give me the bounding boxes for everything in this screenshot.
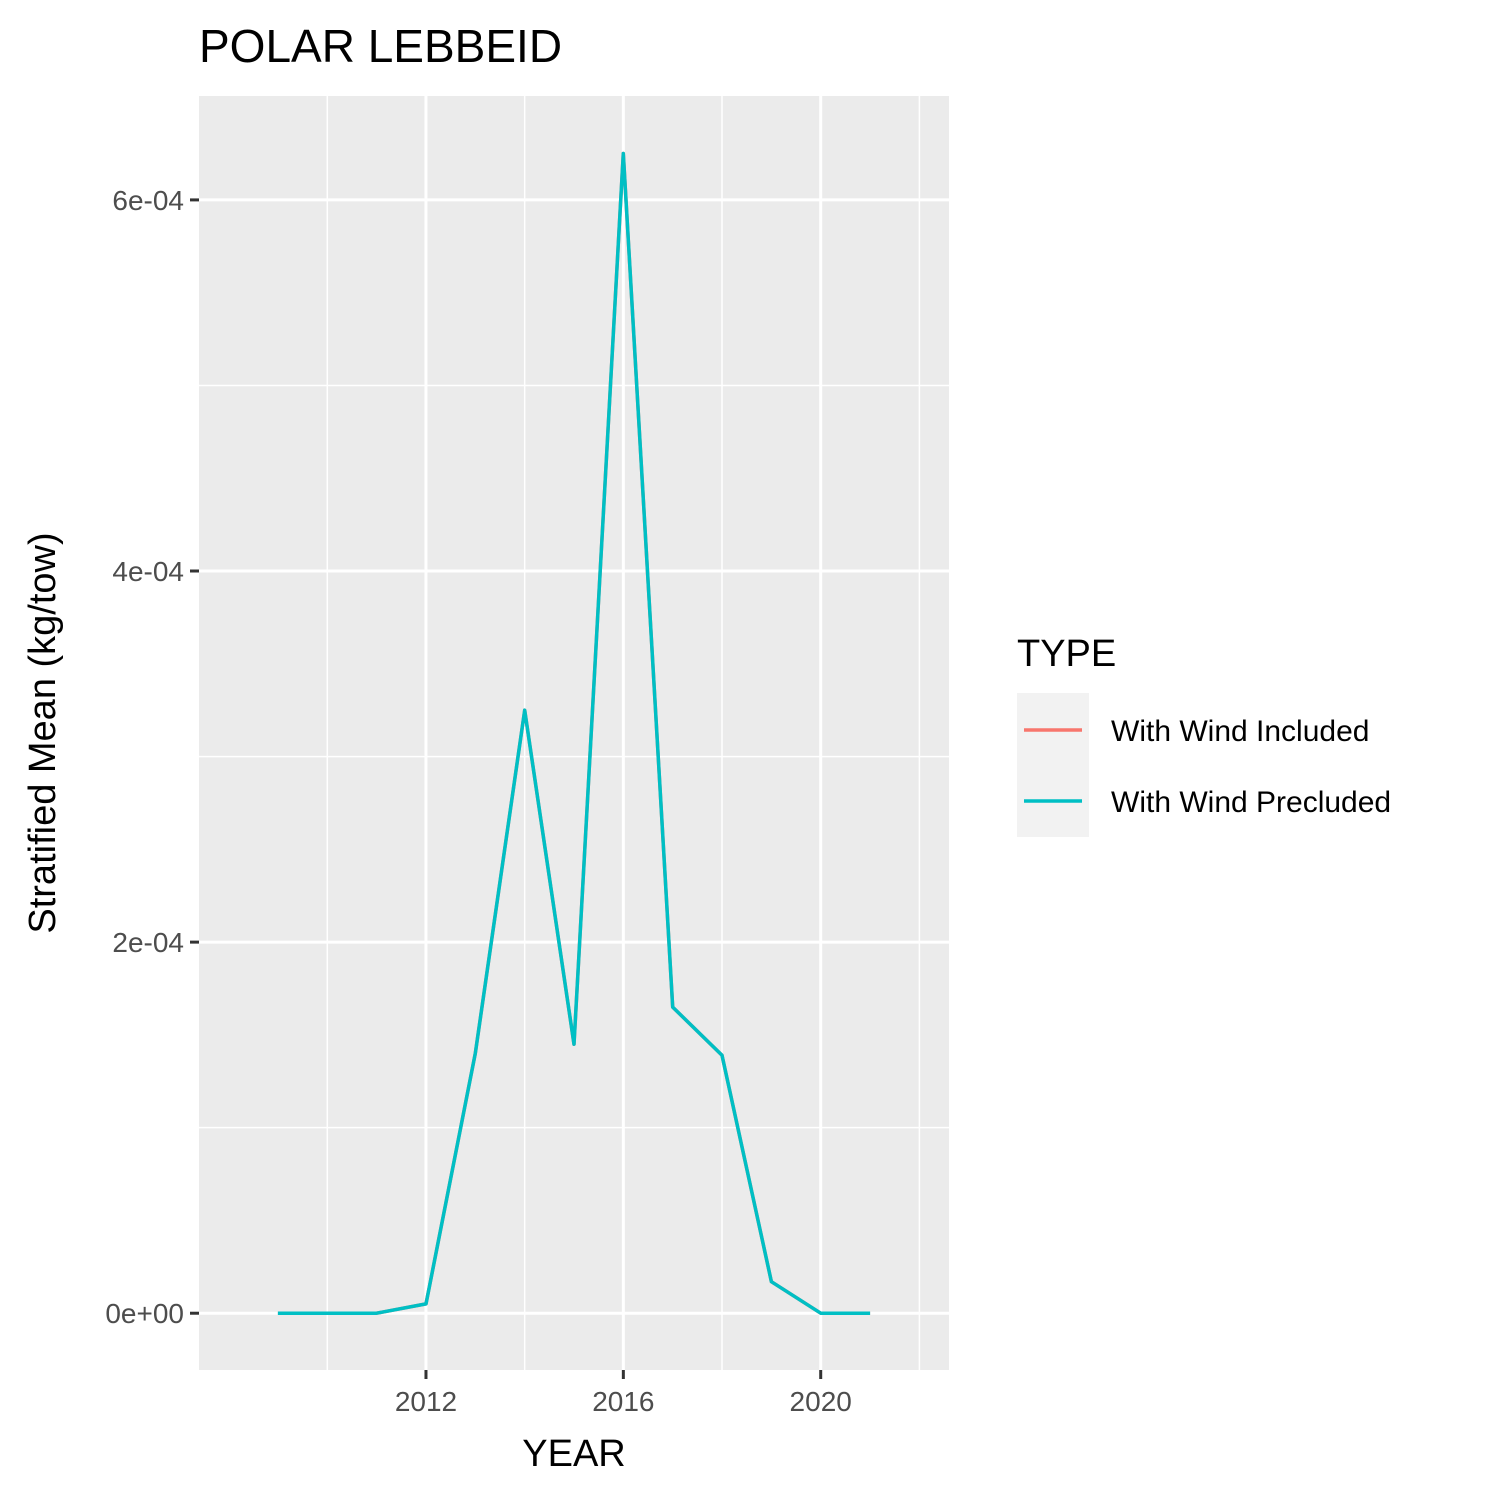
legend-label-with-wind-precluded: With Wind Precluded xyxy=(1111,786,1391,819)
legend: TYPE With Wind Included With Wind Preclu… xyxy=(1017,633,1391,837)
legend-title: TYPE xyxy=(1017,633,1116,675)
x-tick-label: 2012 xyxy=(395,1386,457,1417)
y-axis: 0e+00 2e-04 4e-04 6e-04 xyxy=(105,185,199,1329)
y-axis-title: Stratified Mean (kg/tow) xyxy=(22,532,64,933)
x-axis-title: YEAR xyxy=(522,1433,625,1475)
series-lines xyxy=(277,151,871,1315)
series-line-with-wind-precluded xyxy=(277,151,871,1315)
y-tick-label: 4e-04 xyxy=(112,556,184,587)
legend-label-with-wind-included: With Wind Included xyxy=(1111,715,1369,748)
legend-keys-background xyxy=(1017,693,1089,837)
x-tick-label: 2020 xyxy=(790,1386,852,1417)
plot-panel xyxy=(199,96,949,1370)
x-tick-label: 2016 xyxy=(592,1386,654,1417)
y-tick-label: 0e+00 xyxy=(105,1298,184,1329)
chart-title: POLAR LEBBEID xyxy=(199,20,562,72)
x-axis: 2012 2016 2020 xyxy=(395,1370,852,1417)
y-tick-label: 6e-04 xyxy=(112,185,184,216)
minor-gridlines xyxy=(199,96,949,1370)
y-tick-label: 2e-04 xyxy=(112,927,184,958)
